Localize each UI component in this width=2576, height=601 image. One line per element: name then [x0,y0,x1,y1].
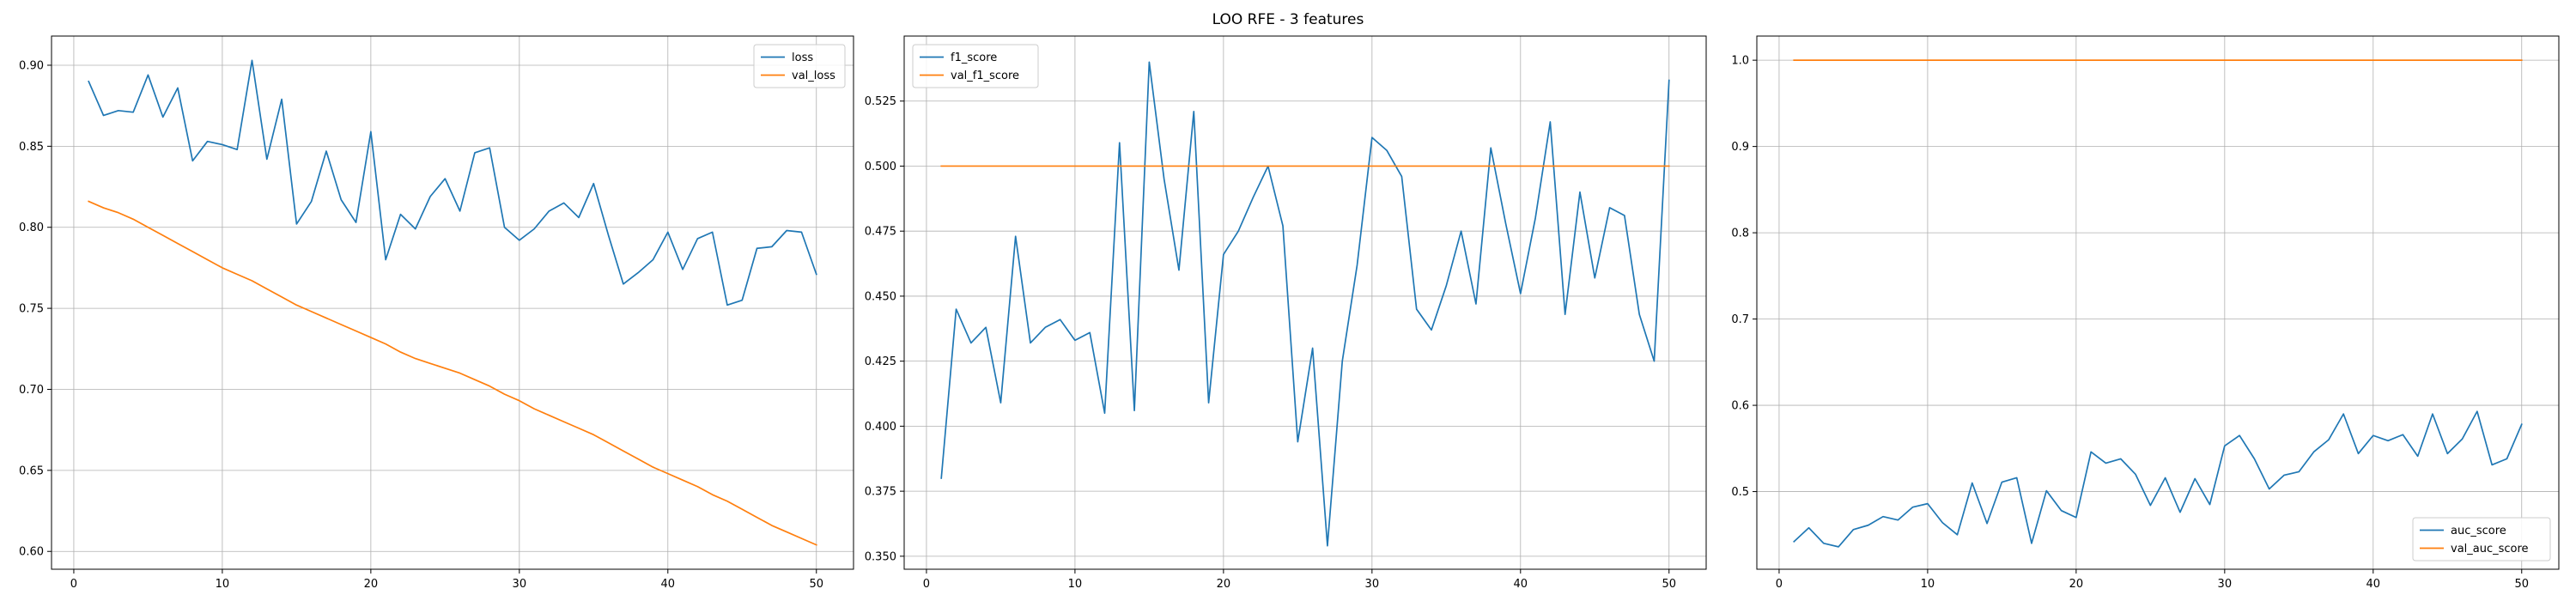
figure-title: LOO RFE - 3 features [1212,11,1364,28]
x-tick-label: 40 [1514,578,1528,591]
y-tick-label: 0.375 [865,486,896,499]
axes-frame [1756,35,2560,570]
y-tick-label: 0.70 [19,384,44,397]
x-tick-label: 20 [1217,578,1231,591]
y-tick-label: 0.450 [865,290,896,303]
x-tick-label: 20 [364,578,379,591]
x-tick-label: 0 [923,578,930,591]
series-line-loss [88,59,817,307]
y-tick-label: 0.90 [19,59,44,72]
y-tick-label: 0.80 [19,222,44,234]
legend-label: val_auc_score [2451,543,2529,555]
y-tick-label: 0.7 [1731,313,1749,326]
y-tick-label: 1.0 [1731,55,1749,68]
y-tick-label: 0.425 [865,355,896,368]
y-tick-label: 0.85 [19,141,44,154]
axes-frame [903,35,1707,570]
x-tick-label: 40 [2366,578,2381,591]
legend-label: val_loss [792,70,835,82]
x-tick-label: 40 [661,578,676,591]
x-tick-label: 50 [809,578,823,591]
x-tick-label: 50 [2514,578,2529,591]
series-line-auc-score [1793,410,2523,548]
y-tick-label: 0.525 [865,95,896,108]
x-tick-label: 30 [1365,578,1380,591]
subplot-f1-score: 0 10 20 30 40 50 0.350 0.375 0.400 0.425 0.450 0.47… [865,35,1707,591]
legend-label: val_f1_score [951,70,1019,82]
series-line-f1-score [940,61,1670,547]
y-tick-label: 0.8 [1731,228,1749,240]
x-tick-label: 0 [70,578,77,591]
x-tick-label: 0 [1776,578,1783,591]
y-tick-label: 0.350 [865,550,896,563]
x-tick-label: 10 [1921,578,1935,591]
legend: auc_score val_auc_score [2412,517,2551,562]
legend-box [753,44,846,88]
y-tick-label: 0.400 [865,421,896,434]
x-tick-label: 20 [2069,578,2084,591]
y-tick-label: 0.9 [1731,141,1749,154]
legend: f1_score val_f1_score [912,44,1039,88]
series-line-val-loss [88,200,817,546]
legend-box [912,44,1039,88]
legend: loss val_loss [753,44,846,88]
x-tick-label: 10 [216,578,230,591]
x-tick-label: 30 [513,578,527,591]
subplot-auc-score: 0 10 20 30 40 50 0.5 0.6 0.7 0.8 0.9 1.0 auc_scoreva… [1731,35,2560,591]
legend-box [2412,517,2551,562]
axes-frame [51,35,854,570]
subplot-loss: 0 10 20 30 40 50 0.60 0.65 0.70 0.75 0.80 0.85 0.90 l… [19,35,854,591]
y-tick-label: 0.500 [865,161,896,173]
x-tick-label: 30 [2218,578,2233,591]
y-tick-label: 0.65 [19,464,44,477]
y-tick-label: 0.6 [1731,400,1749,413]
legend-label: auc_score [2451,525,2506,537]
legend-label: loss [792,52,813,64]
y-tick-label: 0.5 [1731,486,1749,499]
x-tick-label: 50 [1662,578,1676,591]
legend-label: f1_score [951,52,997,64]
y-tick-label: 0.60 [19,546,44,559]
y-tick-label: 0.475 [865,226,896,239]
y-tick-label: 0.75 [19,303,44,316]
x-tick-label: 10 [1068,578,1083,591]
